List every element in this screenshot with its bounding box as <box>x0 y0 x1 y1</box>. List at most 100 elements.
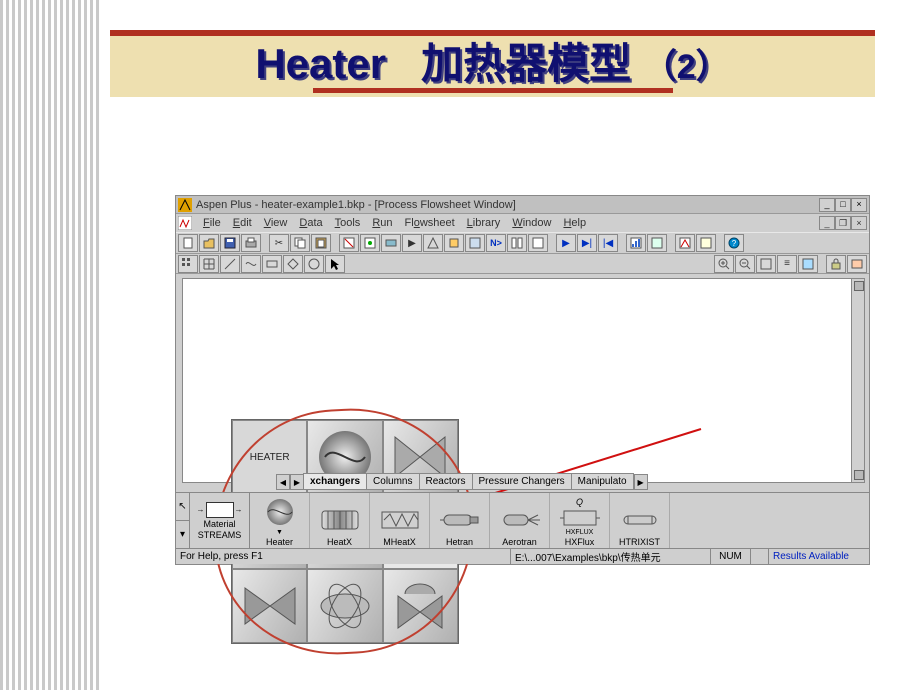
palette-streams[interactable]: →→ Material STREAMS <box>190 493 250 548</box>
close-button[interactable]: × <box>851 198 867 212</box>
tb-run-rewind-icon[interactable]: |◀ <box>598 234 618 252</box>
palette-pointer-icon[interactable]: ↖ <box>176 493 189 521</box>
tb2-icon-e[interactable] <box>798 255 818 273</box>
tb-save[interactable] <box>220 234 240 252</box>
tb2-icon-7[interactable] <box>304 255 324 273</box>
tb-print[interactable] <box>241 234 261 252</box>
tb2-grid-icon[interactable] <box>199 255 219 273</box>
tab-columns[interactable]: Columns <box>366 473 419 490</box>
status-path: E:\...007\Examples\bkp\传热单元 <box>511 549 711 564</box>
svg-text:?: ? <box>732 239 737 248</box>
palette-item-label: MHeatX <box>383 537 416 547</box>
tabs-scroll-right[interactable]: ▶ <box>290 474 304 490</box>
tb-run-step-icon[interactable]: ▶| <box>577 234 597 252</box>
tb-btn-4[interactable]: ▶ <box>402 234 422 252</box>
menu-edit[interactable]: Edit <box>232 217 253 229</box>
title-left: Heater <box>255 40 386 87</box>
tb-paste-icon[interactable] <box>311 234 331 252</box>
tab-manipulators[interactable]: Manipulato <box>571 473 634 490</box>
tb-new[interactable] <box>178 234 198 252</box>
palette-item-label: HTRIXIST <box>619 537 660 547</box>
menu-library[interactable]: Library <box>466 217 502 229</box>
toolbar-shapes: ≡ <box>176 254 869 274</box>
tab-reactors[interactable]: Reactors <box>419 473 473 490</box>
tb2-icon-d[interactable]: ≡ <box>777 255 797 273</box>
tb-cut-icon[interactable]: ✂ <box>269 234 289 252</box>
palette-handle[interactable]: ↖ ▾ <box>176 493 190 548</box>
vertical-scrollbar[interactable] <box>851 278 865 483</box>
palette-item-htrixist[interactable]: HTRIXIST <box>610 493 670 548</box>
tb-btn-6[interactable] <box>444 234 464 252</box>
menu-help[interactable]: Help <box>562 217 587 229</box>
minimize-button[interactable]: _ <box>819 198 835 212</box>
model-category-tabs: ◀ ▶ xchangers Columns Reactors Pressure … <box>276 472 865 490</box>
tb2-zoom-fit-icon[interactable] <box>756 255 776 273</box>
tb2-zoom-in-icon[interactable] <box>714 255 734 273</box>
palette-item-mheatx[interactable]: MHeatX <box>370 493 430 548</box>
tb2-line-icon[interactable] <box>220 255 240 273</box>
model-palette: ↖ ▾ →→ Material STREAMS ▼ Heater <box>176 492 869 548</box>
tb2-icon-6[interactable] <box>283 255 303 273</box>
palette-item-label: Aerotran <box>502 537 537 547</box>
tb2-lock-icon[interactable] <box>826 255 846 273</box>
tb-databrowser-icon[interactable] <box>360 234 380 252</box>
tb2-icon-g[interactable] <box>847 255 867 273</box>
status-results[interactable]: Results Available <box>769 549 869 564</box>
palette-item-hxflux[interactable]: Q HXFLUX HXFlux <box>550 493 610 548</box>
palette-item-dropdown-icon[interactable]: ▼ <box>276 529 283 536</box>
slide-header: Heater 加热器模型 （2） <box>110 30 875 97</box>
mdi-close-button[interactable]: × <box>851 216 867 230</box>
tb2-icon-5[interactable] <box>262 255 282 273</box>
window-titlebar[interactable]: Aspen Plus - heater-example1.bkp - [Proc… <box>176 196 869 214</box>
tabs-scroll-right2[interactable]: ▶ <box>634 474 648 490</box>
tb2-handle-icon[interactable] <box>178 255 198 273</box>
palette-item-heater[interactable]: ▼ Heater <box>250 493 310 548</box>
mdi-minimize-button[interactable]: _ <box>819 216 835 230</box>
tb2-pointer-icon[interactable] <box>325 255 345 273</box>
palette-item-hetran[interactable]: Hetran <box>430 493 490 548</box>
tb-help-icon[interactable]: ? <box>724 234 744 252</box>
menu-window[interactable]: Window <box>511 217 552 229</box>
tb-btn-3[interactable] <box>381 234 401 252</box>
app-icon <box>178 198 192 212</box>
palette-item-sublabel: HXFLUX <box>566 529 594 536</box>
tb-btn-x2[interactable] <box>696 234 716 252</box>
tb-btn-9[interactable] <box>507 234 527 252</box>
tab-pressure-changers[interactable]: Pressure Changers <box>472 473 572 490</box>
menu-tools[interactable]: Tools <box>334 217 362 229</box>
tb-next-icon[interactable] <box>339 234 359 252</box>
mdi-icon[interactable] <box>178 216 192 230</box>
toolbar-main: ✂ ▶ N> ▶ ▶| |◀ ? <box>176 232 869 254</box>
status-num: NUM <box>711 549 751 564</box>
tb-btn-7[interactable] <box>465 234 485 252</box>
tb-btn-5[interactable] <box>423 234 443 252</box>
tb-btn-x1[interactable] <box>675 234 695 252</box>
menu-run[interactable]: Run <box>371 217 393 229</box>
palette-item-aerotran[interactable]: Aerotran <box>490 493 550 548</box>
tab-exchangers[interactable]: xchangers <box>303 473 367 490</box>
tb-open[interactable] <box>199 234 219 252</box>
tb2-zoom-out-icon[interactable] <box>735 255 755 273</box>
maximize-button[interactable]: □ <box>835 198 851 212</box>
tb-tree-icon[interactable] <box>647 234 667 252</box>
status-blank <box>751 549 769 564</box>
tb-results-icon[interactable] <box>626 234 646 252</box>
menu-file[interactable]: File <box>202 217 222 229</box>
streams-label1: Material <box>203 519 235 529</box>
stream-glyph <box>206 502 234 518</box>
tb-copy-icon[interactable] <box>290 234 310 252</box>
tb-btn-10[interactable] <box>528 234 548 252</box>
menu-data[interactable]: Data <box>298 217 323 229</box>
streams-label2: STREAMS <box>198 530 242 540</box>
tb-run-play-icon[interactable]: ▶ <box>556 234 576 252</box>
palette-item-heatx[interactable]: HeatX <box>310 493 370 548</box>
tb-nstep-icon[interactable]: N> <box>486 234 506 252</box>
palette-item-label: HeatX <box>327 537 352 547</box>
tb2-icon-4[interactable] <box>241 255 261 273</box>
title-right: 加热器模型 <box>421 40 631 87</box>
mdi-restore-button[interactable]: ❐ <box>835 216 851 230</box>
menu-view[interactable]: View <box>263 217 289 229</box>
tabs-scroll-left[interactable]: ◀ <box>276 474 290 490</box>
palette-collapse-icon[interactable]: ▾ <box>176 521 189 548</box>
menu-flowsheet[interactable]: Flowsheet <box>404 217 456 229</box>
